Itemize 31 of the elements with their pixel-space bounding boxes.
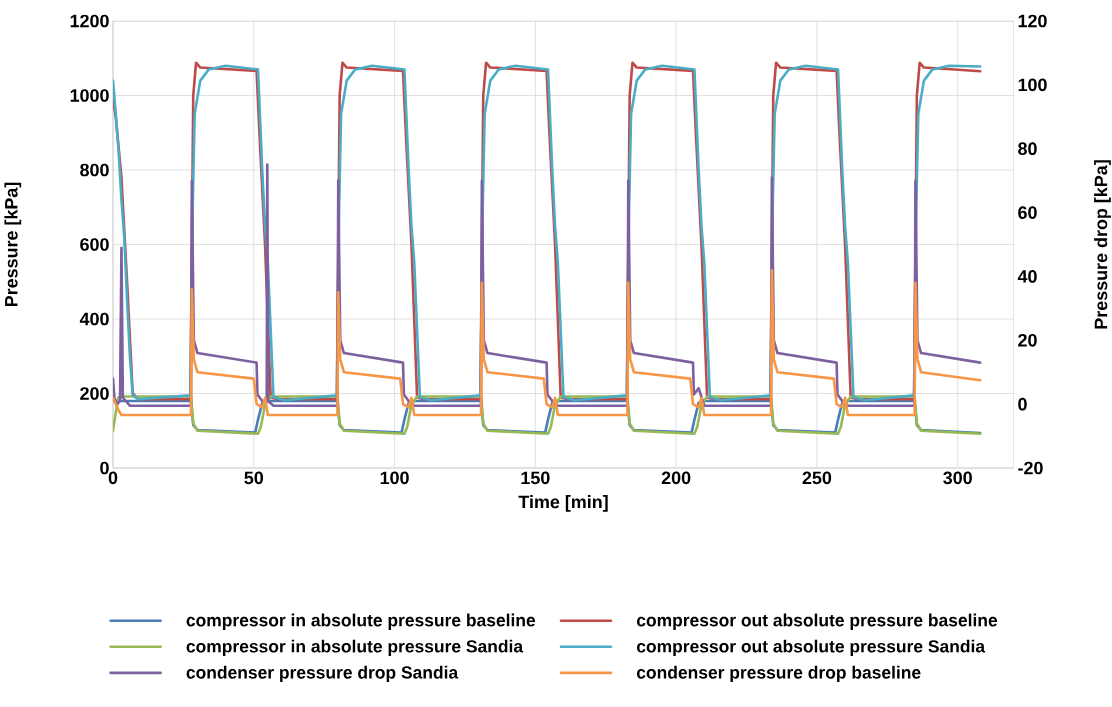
x-tick-label: 200 [661,471,691,485]
x-tick-label: 250 [802,471,832,485]
y2-tick-label: 80 [1018,142,1037,156]
x-tick-label: 0 [108,471,118,485]
legend-label: condenser pressure drop baseline [636,665,921,683]
y2-tick-label: 0 [1018,397,1027,411]
x-tick-label: 100 [380,471,409,485]
y-tick-label: 800 [80,163,109,177]
y-tick-label: 200 [80,387,109,400]
legend-label: condenser pressure drop Sandia [186,665,459,683]
y-axis-title: Pressure [kPa] [4,182,22,307]
y-tick-label: 400 [79,312,109,326]
legend-label: compressor in absolute pressure baseline [186,613,536,630]
y-tick-label: 600 [80,238,109,251]
x-axis-title: Time [min] [518,495,608,512]
y2-tick-label: 40 [1017,270,1037,283]
y-tick-label: 1000 [70,89,109,102]
y2-axis-title: Pressure drop [kPa] [1094,160,1111,329]
y2-tick-label: 20 [1018,333,1037,347]
y-tick-label: 0 [100,461,109,475]
x-tick-label: 150 [521,471,550,485]
y2-tick-label: 60 [1018,206,1037,219]
y-tick-label: 1200 [70,14,109,28]
legend-label: compressor in absolute pressure Sandia [186,639,524,656]
x-tick-label: 300 [943,471,972,485]
y2-tick-label: 100 [1018,78,1047,92]
y2-tick-label: -20 [1018,461,1043,475]
x-tick-label: 50 [244,471,264,485]
y2-tick-label: 120 [1018,14,1047,28]
legend-label: compressor out absolute pressure baseline [636,613,998,630]
legend-label: compressor out absolute pressure Sandia [636,639,986,656]
